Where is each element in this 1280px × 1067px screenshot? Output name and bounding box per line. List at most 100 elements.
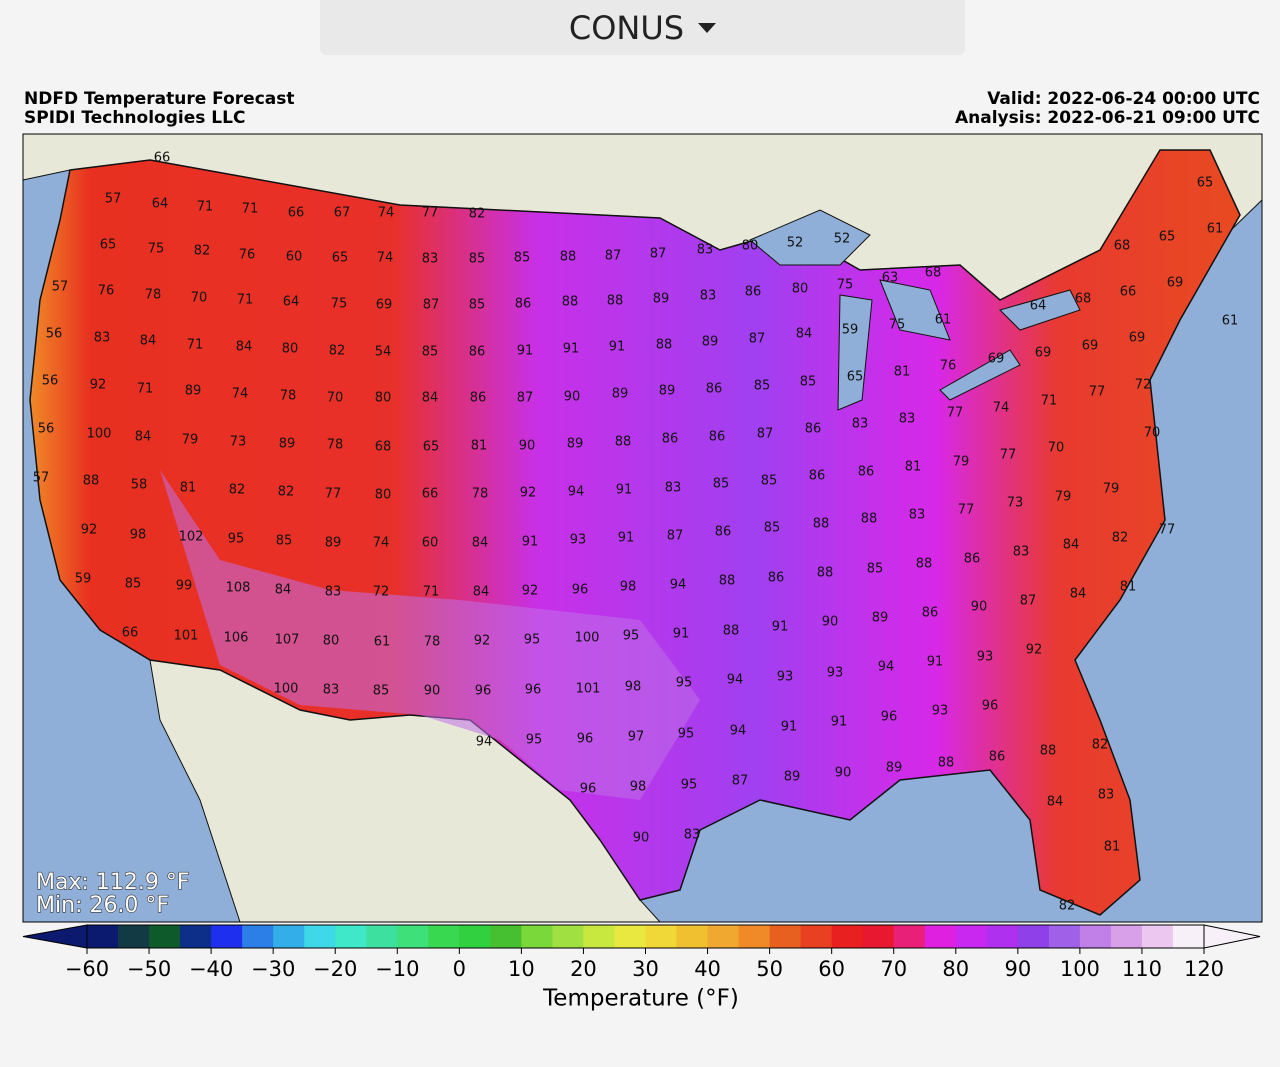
station-temp: 89	[872, 611, 889, 626]
station-temp: 86	[706, 382, 723, 397]
station-temp: 91	[616, 483, 633, 498]
station-temp: 90	[835, 766, 852, 781]
station-temp: 102	[179, 530, 204, 545]
station-temp: 61	[1207, 222, 1224, 237]
station-temp: 96	[881, 710, 898, 725]
station-temp: 71	[137, 382, 154, 397]
station-temp: 106	[224, 631, 249, 646]
station-temp: 71	[187, 338, 204, 353]
station-temp: 77	[947, 406, 964, 421]
colorbar-cell	[893, 925, 926, 948]
colorbar-cell	[583, 925, 615, 948]
colorbar-tick-label: 0	[453, 957, 466, 981]
station-temp: 86	[858, 465, 875, 480]
lake-michigan	[837, 294, 873, 411]
station-temp: 83	[852, 417, 869, 432]
station-temp: 86	[709, 430, 726, 445]
station-temp: 82	[229, 483, 246, 498]
station-temp: 56	[46, 327, 63, 342]
map-subtitle: SPIDI Technologies LLC	[24, 108, 245, 128]
station-temp: 76	[940, 359, 957, 374]
station-temp: 65	[1159, 230, 1176, 245]
station-temp: 86	[515, 297, 532, 312]
station-temp: 89	[279, 437, 296, 452]
colorbar-cell	[800, 925, 833, 948]
station-temp: 52	[787, 236, 804, 251]
station-temp: 94	[476, 735, 493, 750]
station-temp: 69	[1129, 331, 1146, 346]
colorbar-tick-label: 10	[508, 957, 535, 981]
station-temp: 108	[226, 581, 251, 596]
map-frame	[22, 133, 1263, 923]
colorbar-cell	[242, 925, 274, 948]
station-temp: 64	[152, 197, 169, 212]
station-temp: 96	[577, 732, 594, 747]
region-dropdown[interactable]: CONUS	[320, 0, 965, 55]
station-temp: 96	[525, 683, 542, 698]
colorbar-cell	[552, 925, 584, 948]
station-temp: 83	[1098, 788, 1115, 803]
station-temp: 91	[563, 342, 580, 357]
station-temp: 89	[653, 292, 670, 307]
station-temp: 60	[286, 250, 303, 265]
map-title: NDFD Temperature Forecast	[24, 89, 295, 109]
station-temp: 71	[237, 293, 254, 308]
colorbar-cell	[1141, 925, 1174, 948]
station-temp: 75	[148, 242, 165, 257]
station-temp: 76	[239, 248, 256, 263]
station-temp: 92	[81, 523, 98, 538]
max-temp: Max: 112.9 °F	[36, 870, 190, 895]
station-temp: 88	[656, 338, 673, 353]
station-temp: 73	[1007, 496, 1024, 511]
station-temp: 82	[1112, 531, 1129, 546]
station-temp: 57	[52, 280, 69, 295]
station-temp: 79	[1055, 490, 1072, 505]
station-temp: 86	[964, 552, 981, 567]
station-temp: 74	[373, 536, 390, 551]
station-temp: 81	[1120, 580, 1137, 595]
station-temp: 87	[605, 249, 622, 264]
station-temp: 91	[517, 344, 534, 359]
station-temp: 52	[834, 232, 851, 247]
station-temp: 87	[650, 247, 667, 262]
station-temp: 92	[522, 584, 539, 599]
station-temp: 90	[822, 615, 839, 630]
station-temp: 85	[514, 251, 531, 266]
station-temp: 91	[781, 720, 798, 735]
station-temp: 59	[75, 572, 92, 587]
station-temp: 80	[375, 391, 392, 406]
lake-superior	[749, 209, 871, 266]
station-temp: 83	[1013, 545, 1030, 560]
station-temp: 101	[174, 629, 199, 644]
station-temp: 78	[327, 438, 344, 453]
station-temp: 107	[275, 633, 300, 648]
colorbar-tick-label: 50	[756, 957, 783, 981]
station-temp: 95	[526, 733, 543, 748]
station-temp: 83	[325, 585, 342, 600]
colorbar-extend-low	[22, 924, 88, 949]
station-temp: 93	[977, 650, 994, 665]
station-temp: 90	[424, 684, 441, 699]
colorbar-tick-label: 90	[1004, 957, 1031, 981]
station-temp: 75	[331, 297, 348, 312]
station-temp: 85	[125, 577, 142, 592]
station-temp: 85	[422, 345, 439, 360]
station-temp: 99	[176, 579, 193, 594]
station-temp: 77	[1159, 523, 1176, 538]
station-temp: 56	[38, 422, 55, 437]
station-temp: 68	[1075, 292, 1092, 307]
station-temp: 69	[988, 352, 1005, 367]
colorbar-cell	[707, 925, 740, 948]
colorbar-cell	[676, 925, 709, 948]
station-temp: 85	[373, 684, 390, 699]
station-labels: 66 57 64 71 71 66 67 74 77 82 65 75 82 76 60 65 74 83 85 85…	[33, 151, 1239, 914]
station-temp: 68	[375, 440, 392, 455]
station-temp: 85	[469, 252, 486, 267]
station-temp: 86	[662, 432, 679, 447]
station-temp: 70	[191, 291, 208, 306]
conus-land	[29, 149, 1241, 916]
colorbar-tick-label: −10	[375, 957, 419, 981]
region-label: CONUS	[568, 8, 685, 47]
station-temp: 88	[719, 574, 736, 589]
station-temp: 66	[422, 487, 439, 502]
